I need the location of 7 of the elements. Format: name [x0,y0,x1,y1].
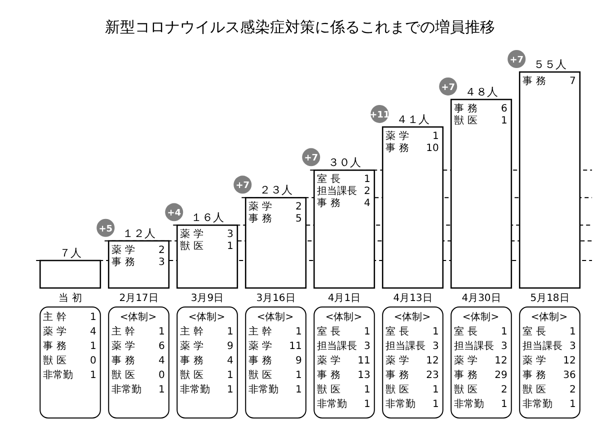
annotation: +5 [98,224,113,234]
annotation: +7 [441,82,456,93]
annotation: +11 [370,110,390,120]
title: 新型コロナウイルス感染症対策に係るこれまでの増員推移 [105,18,495,36]
annotation: +7 [304,154,318,164]
annotation: +4 [167,208,182,219]
annotation: +7 [236,181,250,192]
